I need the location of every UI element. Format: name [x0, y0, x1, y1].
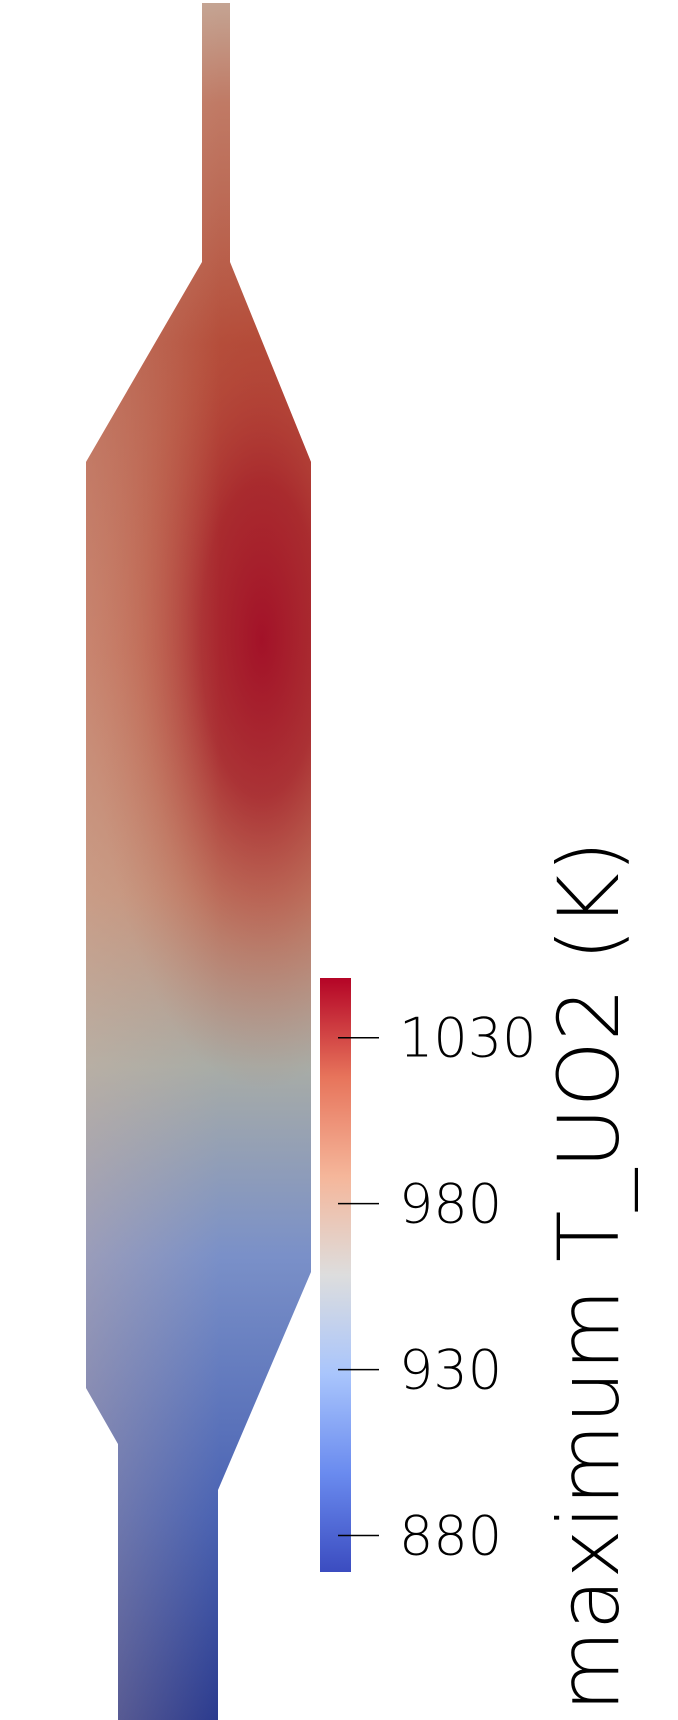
colorbar-ticks: 880 930 980 1030 [338, 1007, 536, 1567]
colorbar-tick-label-930: 930 [399, 1339, 502, 1402]
field-shading [86, 3, 311, 1720]
colorbar-gradient [320, 978, 351, 1572]
colorbar-tick-label-980: 980 [399, 1173, 502, 1236]
colorbar-title: maximum T_UO2 (K) [540, 840, 638, 1712]
colorbar-tick-label-880: 880 [399, 1504, 502, 1567]
colorbar-tick-label-1030: 1030 [399, 1007, 536, 1070]
temperature-field [86, 3, 311, 1720]
colorbar: 880 930 980 1030 maximum T_UO2 (K) [320, 840, 638, 1712]
